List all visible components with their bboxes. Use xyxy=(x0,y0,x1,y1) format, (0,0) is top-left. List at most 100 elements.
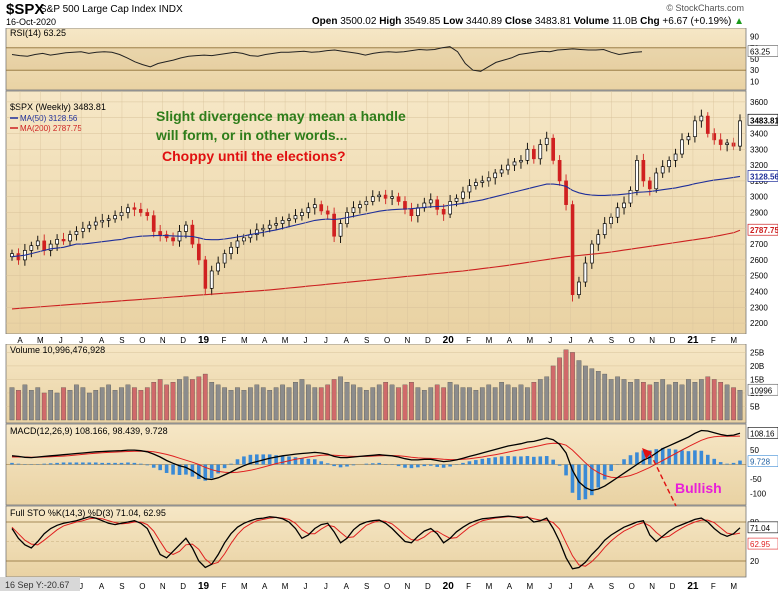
ticker-symbol: $SPX xyxy=(6,1,45,18)
volume-tick-label: 20B xyxy=(750,362,764,371)
price-candle xyxy=(42,240,47,251)
x-month-label: F xyxy=(711,336,716,345)
price-candle xyxy=(61,239,66,242)
price-candle xyxy=(480,180,485,183)
macd-histogram-bar xyxy=(731,462,736,465)
price-candle xyxy=(29,245,34,251)
macd-hist-last-value: 9.728 xyxy=(750,458,771,467)
price-candle xyxy=(635,160,639,191)
x-month-label: M xyxy=(730,336,737,345)
volume-bar xyxy=(151,381,157,421)
change-up-icon: ▲ xyxy=(734,16,744,27)
macd-histogram-bar xyxy=(10,462,14,465)
x-month-label: O xyxy=(139,336,145,345)
annotation-line-3: Choppy until the elections? xyxy=(162,148,346,164)
x-month-label-bottom: S xyxy=(119,582,124,591)
exchange: INDX xyxy=(158,4,183,15)
x-month-label: M xyxy=(282,336,289,345)
macd-histogram-bar xyxy=(203,464,208,481)
x-month-label-bottom: N xyxy=(405,582,411,591)
macd-histogram-bar xyxy=(42,463,47,465)
price-candle xyxy=(602,223,607,235)
macd-histogram-bar xyxy=(274,455,278,465)
cursor-readout: 16 Sep Y:-20.67 xyxy=(5,580,69,590)
price-candle xyxy=(577,281,581,296)
macd-histogram-bar xyxy=(338,464,343,468)
x-month-label: M xyxy=(241,336,248,345)
macd-histogram-bar xyxy=(441,464,446,468)
ma200-line xyxy=(11,229,741,310)
macd-histogram-bar xyxy=(267,454,272,465)
volume-bar xyxy=(67,390,73,421)
price-candle xyxy=(100,220,105,223)
price-candle xyxy=(383,194,388,199)
price-candle xyxy=(287,218,291,221)
price-candle xyxy=(138,208,143,213)
sto-d-last-box xyxy=(747,537,778,550)
price-candle xyxy=(190,224,195,245)
macd-histogram-bar xyxy=(538,456,543,465)
x-month-label-bottom: J xyxy=(548,582,552,591)
volume-bar xyxy=(183,376,189,421)
macd-histogram-bar xyxy=(209,464,214,479)
price-candle xyxy=(319,204,324,212)
price-candle xyxy=(145,212,150,217)
volume-bar xyxy=(621,379,627,421)
macd-histogram-bar xyxy=(718,462,723,465)
sto-k-line xyxy=(11,515,741,570)
price-candle xyxy=(261,227,266,231)
price-candle xyxy=(203,259,208,289)
macd-histogram-bar xyxy=(306,458,311,465)
price-candle xyxy=(254,229,259,235)
macd-histogram-bar xyxy=(74,462,79,465)
macd-histogram-bar xyxy=(345,464,349,467)
price-candle xyxy=(338,223,343,237)
price-tick-label: 2200 xyxy=(750,319,768,328)
macd-histogram-bar xyxy=(235,459,240,465)
volume-bar xyxy=(138,390,144,421)
price-candle xyxy=(68,234,72,242)
macd-histogram-bar xyxy=(654,449,659,465)
price-tick-label: 2300 xyxy=(750,303,768,312)
volume-bar xyxy=(686,379,691,421)
x-month-label: A xyxy=(344,336,350,345)
macd-histogram-bar xyxy=(119,462,124,465)
macd-histogram-bar xyxy=(255,454,259,465)
price-last-value: 3128.56 xyxy=(750,172,778,181)
x-month-label: N xyxy=(405,336,411,345)
volume-bar xyxy=(666,384,672,421)
x-month-label-bottom: M xyxy=(730,582,737,591)
volume-bar xyxy=(409,381,414,421)
macd-histogram-bar xyxy=(544,456,549,465)
price-candle xyxy=(435,199,440,210)
price-candle xyxy=(660,166,665,174)
x-month-label: J xyxy=(303,336,307,345)
price-label: $SPX (Weekly) 3483.81 xyxy=(10,102,106,112)
volume-bar xyxy=(177,379,182,421)
volume-bar xyxy=(325,384,331,421)
price-candle xyxy=(531,148,536,160)
volume-bar xyxy=(273,387,279,421)
index-name: S&P 500 Large Cap Index xyxy=(40,4,157,15)
price-candle xyxy=(506,164,510,171)
rsi-line xyxy=(11,46,643,72)
volume-bar xyxy=(602,373,608,421)
volume-bar xyxy=(711,379,717,421)
volume-bar xyxy=(492,387,498,421)
volume-bar xyxy=(363,390,369,421)
price-candle xyxy=(641,160,646,182)
price-candle xyxy=(364,201,369,205)
volume-bar xyxy=(106,384,111,421)
price-candle xyxy=(718,139,723,145)
volume-bar xyxy=(673,381,678,421)
volume-bar xyxy=(293,381,298,421)
macd-histogram-bar xyxy=(583,464,588,500)
volume-bar xyxy=(428,387,434,421)
macd-histogram-bar xyxy=(319,461,324,465)
volume-bar xyxy=(479,387,485,421)
volume-bar xyxy=(99,387,105,421)
macd-histogram-bar xyxy=(100,462,104,465)
x-month-label-bottom: N xyxy=(160,582,166,591)
macd-histogram-bar xyxy=(158,464,162,471)
x-month-label-bottom: O xyxy=(629,582,635,591)
